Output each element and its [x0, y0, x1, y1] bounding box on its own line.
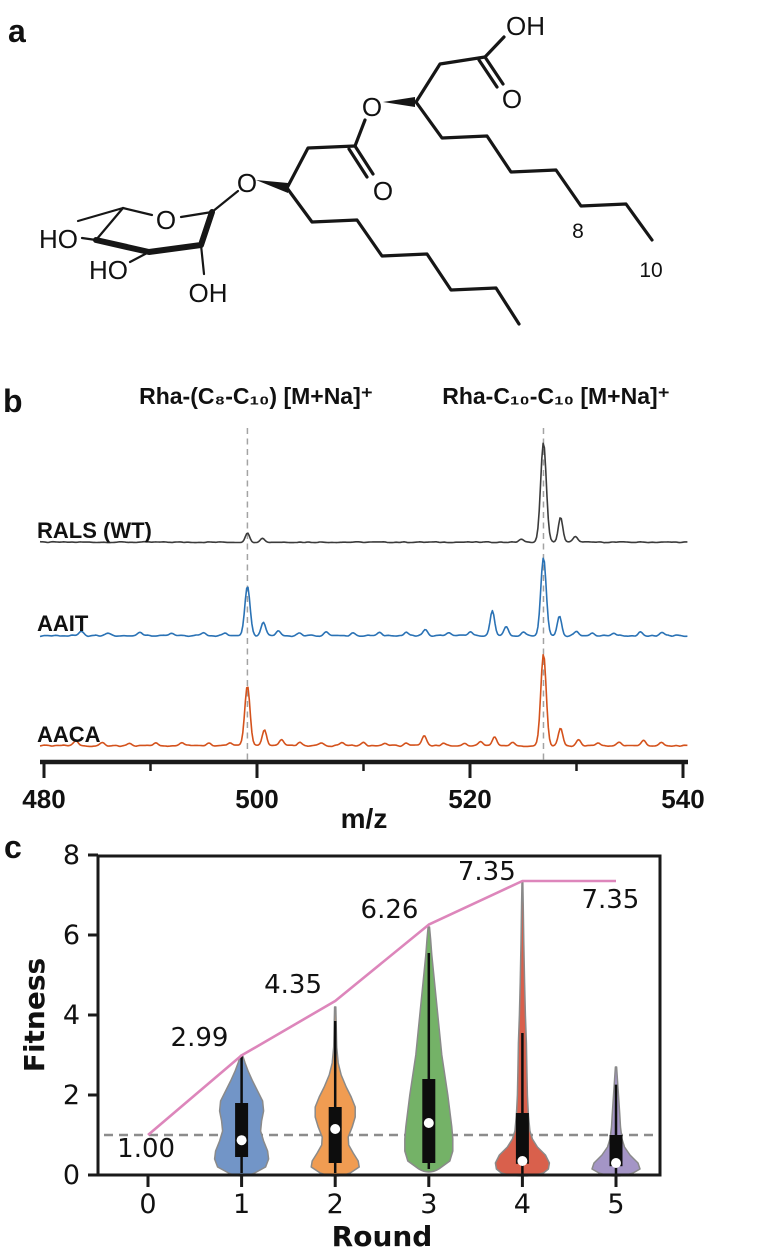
x-tick-label: 3	[420, 1189, 437, 1220]
median-dot-round-5	[611, 1158, 621, 1168]
bond	[179, 210, 214, 219]
annotation-4.35: 4.35	[264, 970, 322, 1000]
annotation-7.35: 7.35	[581, 885, 639, 915]
peak-label-rha-c10-c10: Rha-C₁₀-C₁₀ [M+Na]⁺	[442, 383, 670, 409]
wedge-bond	[256, 180, 288, 193]
x-tick-label: 1	[233, 1189, 250, 1220]
annotation-1.00: 1.00	[117, 1134, 175, 1164]
acid-carbonyl-oxygen-label: O	[502, 84, 522, 114]
iqr-box-round-1	[235, 1103, 249, 1157]
median-dot-round-2	[330, 1124, 341, 1134]
x-tick-label: 520	[448, 784, 491, 814]
peak-label-rha-c8-c10: Rha-(C₈-C₁₀) [M+Na]⁺	[139, 383, 373, 409]
panel-a-label: a	[8, 13, 26, 49]
median-dot-round-4	[517, 1156, 528, 1166]
double-bond	[347, 147, 369, 179]
ester-oxygen-label: O	[362, 92, 382, 122]
x-axis-title: Round	[332, 1220, 433, 1253]
lipid-chain-left	[285, 186, 521, 326]
x-tick-label: 500	[235, 784, 278, 814]
methyl-bond	[76, 206, 125, 223]
panel-c-violin-plot: 0 2 4 6 8 0 1 2 3 4 5 1.00 2.99 4.35 6.26 7.35 7.35 c Fi…	[4, 829, 662, 1253]
chain-length-10-label: 10	[639, 259, 662, 282]
double-bond	[477, 58, 499, 89]
bond	[414, 55, 487, 104]
y-axis-title: Fitness	[18, 958, 51, 1072]
bond	[353, 118, 367, 148]
anomeric-bond	[210, 189, 240, 214]
wedge-bond	[383, 97, 415, 107]
panel-b-mass-spectra: 480 500 520 540 b Rha-(C₈-C₁₀) [M+Na]⁺ Rha-…	[3, 383, 705, 834]
y-tick-label: 4	[63, 1000, 80, 1031]
bond	[483, 35, 506, 59]
spectrum-trace-aaca	[39, 654, 688, 748]
y-tick-label: 6	[63, 920, 80, 951]
trace-label-aait: AAIT	[37, 611, 89, 636]
iqr-box-round-4	[515, 1113, 529, 1164]
annotation-2.99: 2.99	[171, 1023, 229, 1053]
bond	[121, 206, 154, 217]
glycosidic-oxygen-label: O	[237, 168, 257, 198]
x-tick-label: 2	[327, 1189, 344, 1220]
mz-axis: 480 500 520 540	[22, 759, 705, 814]
double-bond	[483, 55, 505, 86]
spectra-traces	[39, 442, 688, 748]
annotation-6.26: 6.26	[361, 895, 419, 925]
panel-a-structure: a OH O O O O O HO HO	[8, 11, 663, 326]
iqr-box-round-2	[328, 1107, 342, 1163]
chain-length-8-label: 8	[572, 220, 584, 243]
y-tick-label: 0	[63, 1160, 80, 1191]
x-tick-label: 480	[22, 784, 65, 814]
annotation-7.35: 7.35	[458, 857, 516, 887]
median-dot-round-3	[423, 1118, 434, 1128]
iqr-box-round-5	[609, 1135, 623, 1167]
trace-label-aaca: AACA	[37, 722, 101, 747]
bond	[285, 144, 357, 190]
x-tick-label: 0	[139, 1189, 156, 1220]
ring-oxygen-label: O	[156, 205, 176, 235]
median-dot-round-1	[236, 1135, 247, 1146]
hydroxyl-left-label: HO	[39, 224, 78, 254]
trace-label-rals-wt: RALS (WT)	[37, 518, 152, 543]
spectrum-trace-rals-wt-	[39, 442, 688, 544]
violin-plot-content: 0 2 4 6 8 0 1 2 3 4 5 1.00 2.99 4.35 6.26 7.35 7.35	[63, 840, 662, 1220]
x-tick-label: 4	[514, 1189, 531, 1220]
acid-hydroxyl-label: OH	[506, 11, 545, 41]
spectrum-trace-aait	[39, 557, 688, 638]
mz-axis-title: m/z	[341, 803, 388, 834]
dashed-guides	[246, 428, 545, 760]
panel-c-label: c	[4, 829, 22, 865]
panel-b-label: b	[3, 383, 23, 419]
max-fitness-line	[147, 879, 616, 1136]
y-tick-label: 2	[63, 1080, 80, 1111]
hydroxyl-lower-left-label: HO	[89, 255, 128, 285]
lipid-chain-right	[414, 100, 654, 242]
bond	[199, 243, 206, 276]
y-tick-label: 8	[63, 840, 80, 871]
double-bond	[353, 144, 375, 176]
ring-bold-bonds	[93, 209, 215, 255]
x-tick-label: 540	[661, 784, 704, 814]
ester-carbonyl-oxygen-label: O	[373, 176, 393, 206]
hydroxyl-bottom-label: OH	[189, 278, 228, 308]
bond	[94, 206, 125, 242]
x-tick-label: 5	[607, 1189, 624, 1220]
